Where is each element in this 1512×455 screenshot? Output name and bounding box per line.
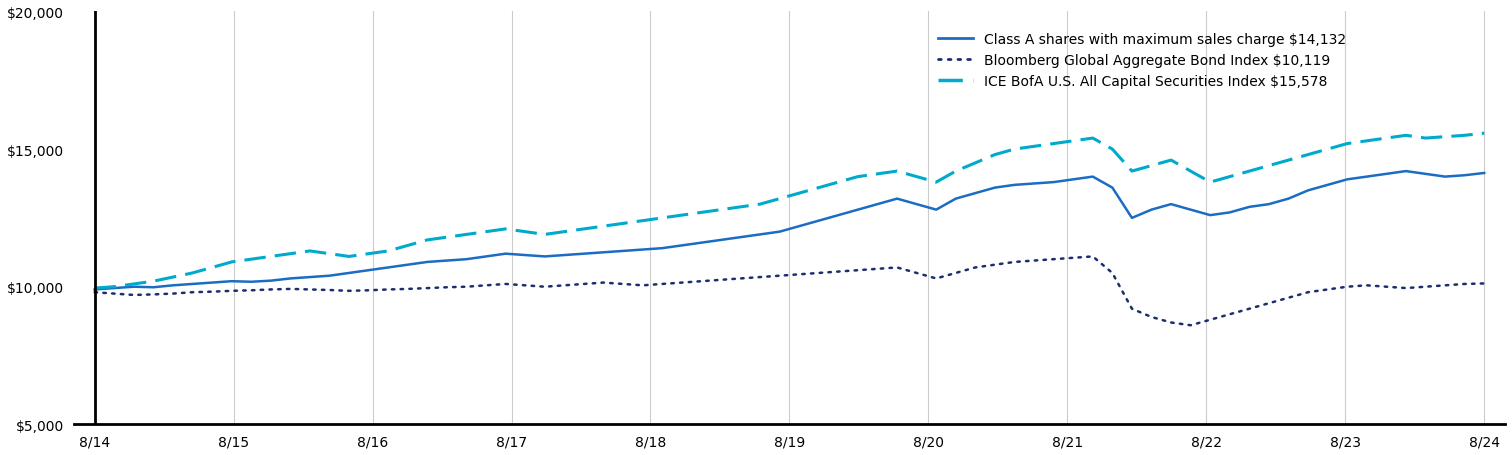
ICE BofA U.S. All Capital Securities Index $15,578 — [281, 251, 299, 257]
Bloomberg Global Aggregate Bond Index $10,119 — [1025, 258, 1043, 264]
Line: Bloomberg Global Aggregate Bond Index $10,119: Bloomberg Global Aggregate Bond Index $1… — [95, 257, 1485, 325]
Bloomberg Global Aggregate Bond Index $10,119 — [868, 267, 886, 272]
ICE BofA U.S. All Capital Securities Index $15,578 — [419, 238, 437, 243]
Class A shares with maximum sales charge $14,132 — [419, 260, 437, 265]
Bloomberg Global Aggregate Bond Index $10,119 — [281, 287, 299, 292]
Bloomberg Global Aggregate Bond Index $10,119 — [555, 283, 573, 288]
Line: Class A shares with maximum sales charge $14,132: Class A shares with maximum sales charge… — [95, 172, 1485, 290]
ICE BofA U.S. All Capital Securities Index $15,578 — [868, 172, 886, 177]
Class A shares with maximum sales charge $14,132 — [1476, 171, 1494, 177]
Bloomberg Global Aggregate Bond Index $10,119 — [1476, 281, 1494, 287]
ICE BofA U.S. All Capital Securities Index $15,578 — [1476, 131, 1494, 136]
Class A shares with maximum sales charge $14,132 — [555, 253, 573, 258]
Class A shares with maximum sales charge $14,132 — [281, 276, 299, 282]
Bloomberg Global Aggregate Bond Index $10,119 — [86, 290, 104, 295]
Legend: Class A shares with maximum sales charge $14,132, Bloomberg Global Aggregate Bon: Class A shares with maximum sales charge… — [933, 28, 1352, 95]
ICE BofA U.S. All Capital Securities Index $15,578 — [1025, 144, 1043, 150]
Class A shares with maximum sales charge $14,132 — [86, 287, 104, 293]
Class A shares with maximum sales charge $14,132 — [966, 191, 984, 197]
Line: ICE BofA U.S. All Capital Securities Index $15,578: ICE BofA U.S. All Capital Securities Ind… — [95, 134, 1485, 288]
Bloomberg Global Aggregate Bond Index $10,119 — [1181, 323, 1199, 328]
ICE BofA U.S. All Capital Securities Index $15,578 — [966, 161, 984, 166]
ICE BofA U.S. All Capital Securities Index $15,578 — [555, 229, 573, 235]
Bloomberg Global Aggregate Bond Index $10,119 — [1084, 254, 1102, 260]
Class A shares with maximum sales charge $14,132 — [1397, 169, 1415, 174]
Class A shares with maximum sales charge $14,132 — [1025, 182, 1043, 187]
Bloomberg Global Aggregate Bond Index $10,119 — [966, 265, 984, 271]
Bloomberg Global Aggregate Bond Index $10,119 — [1397, 286, 1415, 291]
ICE BofA U.S. All Capital Securities Index $15,578 — [86, 286, 104, 291]
Class A shares with maximum sales charge $14,132 — [868, 202, 886, 207]
